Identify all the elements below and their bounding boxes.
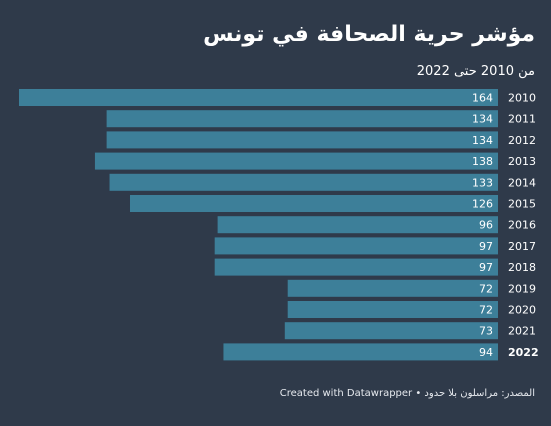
source-footer: المصدر: مراسلون بلا حدود • Created with … xyxy=(279,388,535,399)
category-label-2018: 2018 xyxy=(508,261,536,274)
category-label-2015: 2015 xyxy=(508,198,536,211)
value-label-2018: 97 xyxy=(479,261,493,274)
value-label-2013: 138 xyxy=(472,155,493,168)
value-label-2019: 72 xyxy=(479,282,493,295)
value-label-2021: 73 xyxy=(479,325,493,338)
value-label-2011: 134 xyxy=(472,113,493,126)
chart-title: مؤشر حرية الصحافة في تونس xyxy=(203,22,535,47)
value-label-2010: 164 xyxy=(472,92,493,105)
category-label-2014: 2014 xyxy=(508,176,536,189)
category-label-2019: 2019 xyxy=(508,282,536,295)
value-label-2017: 97 xyxy=(479,240,493,253)
bar-2011 xyxy=(106,110,498,128)
bar-2013 xyxy=(94,152,498,170)
category-label-2021: 2021 xyxy=(508,325,536,338)
bar-2020 xyxy=(287,301,498,318)
category-label-2017: 2017 xyxy=(508,240,536,253)
bar-2014 xyxy=(109,173,498,191)
bar-2021 xyxy=(284,322,498,340)
value-label-2016: 96 xyxy=(479,219,493,232)
bar-2018 xyxy=(214,258,498,276)
value-label-2014: 133 xyxy=(472,176,493,189)
bar-2019 xyxy=(287,279,498,297)
category-label-2022: 2022 xyxy=(508,346,539,359)
category-label-2020: 2020 xyxy=(508,304,536,317)
bar-2015 xyxy=(129,195,499,212)
bar-2012 xyxy=(106,131,498,149)
chart-subtitle: من 2010 حتى 2022 xyxy=(416,64,535,79)
value-label-2022: 94 xyxy=(479,346,493,359)
category-label-2012: 2012 xyxy=(508,134,536,147)
value-label-2012: 134 xyxy=(472,134,493,147)
value-label-2015: 126 xyxy=(472,198,493,211)
bar-2017 xyxy=(214,237,498,255)
bar-2022 xyxy=(223,343,498,361)
bar-2016 xyxy=(217,216,499,234)
category-label-2016: 2016 xyxy=(508,219,536,232)
category-label-2013: 2013 xyxy=(508,155,536,168)
category-label-2010: 2010 xyxy=(508,92,536,105)
category-label-2011: 2011 xyxy=(508,113,536,126)
bar-2010 xyxy=(19,89,498,106)
value-label-2020: 72 xyxy=(479,304,493,317)
